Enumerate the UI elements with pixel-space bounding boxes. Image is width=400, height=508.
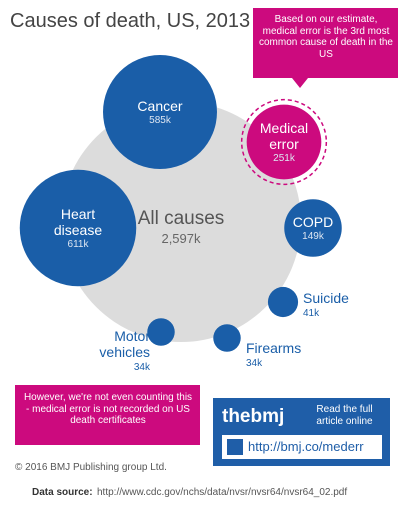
bubble <box>267 286 299 318</box>
callout-text: Based on our estimate, medical error is … <box>259 14 393 60</box>
bubble-value: 41k <box>303 308 320 319</box>
bubble <box>147 318 175 346</box>
bubble-label: Firearms <box>246 340 302 356</box>
bubble-value: 585k <box>149 114 171 126</box>
bubble-value: 34k <box>246 358 263 369</box>
bubble-label: Suicide <box>303 290 349 306</box>
brand: thebmj <box>222 406 285 427</box>
bubble-value: 34k <box>133 362 150 373</box>
bubble-label: Motor vehicles <box>99 328 150 361</box>
copyright: © 2016 BMJ Publishing group Ltd. <box>15 462 167 473</box>
chart-title: Causes of death, US, 2013 <box>10 10 251 32</box>
link-box <box>222 435 382 459</box>
bubble <box>246 104 322 180</box>
source: http://www.cdc.gov/nchs/data/nvsr/nvsr64… <box>97 487 348 498</box>
bubble-label: Cancer <box>137 97 183 114</box>
note-box <box>15 385 200 445</box>
bubble-value: 611k <box>67 238 89 250</box>
bubble-value: 149k <box>302 230 324 242</box>
link[interactable]: http://bmj.co/mederr <box>248 439 364 454</box>
bubble <box>284 199 342 257</box>
bubble <box>103 55 217 169</box>
total-value: 2,597k <box>161 231 201 246</box>
bubble-label: Heart disease <box>53 205 103 238</box>
source-label: Data source: <box>32 487 93 498</box>
bubble-label: COPD <box>292 213 334 230</box>
callout-box <box>253 8 398 88</box>
bmj-icon <box>227 439 243 455</box>
read-text: Read the full article online <box>316 404 373 427</box>
highlight-ring <box>240 98 328 186</box>
total-bubble <box>60 101 302 343</box>
bubble <box>19 169 137 287</box>
bubble-label: Medical error <box>259 119 309 152</box>
bubble-value: 251k <box>273 152 295 164</box>
total-name: All causes <box>137 208 225 229</box>
note-text: However, we're not even counting this - … <box>23 392 193 426</box>
bubble <box>213 324 241 352</box>
